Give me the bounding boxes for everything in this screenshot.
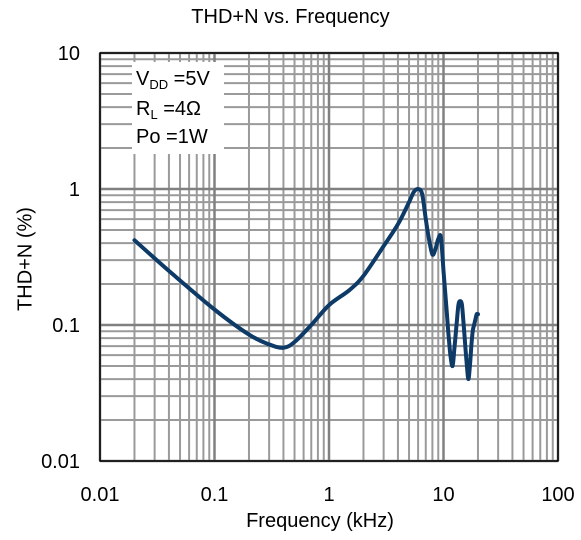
y-tick-label: 1 [69, 179, 80, 201]
conditions-legend: VDD =5V RL =4Ω Po =1W [132, 62, 224, 154]
x-tick-label: 10 [432, 484, 454, 506]
y-tick-label: 0.1 [52, 315, 80, 337]
thd-n-curve [132, 186, 480, 382]
condition-vdd: VDD =5V [136, 68, 210, 92]
tick-labels: 0.01 0.1 1 10 100 0.01 0.1 1 10 [41, 43, 575, 506]
condition-po: Po =1W [136, 126, 208, 148]
plot-frame [99, 52, 559, 462]
x-axis-label: Frequency (kHz) [246, 510, 394, 532]
x-tick-label: 100 [541, 484, 574, 506]
condition-rl: RL =4Ω [136, 98, 201, 122]
y-axis-label: THD+N (%) [14, 207, 37, 311]
x-tick-label: 0.01 [81, 484, 120, 506]
y-tick-label: 10 [58, 43, 80, 65]
chart-title: THD+N vs. Frequency [191, 6, 390, 28]
minor-grid [100, 53, 558, 461]
x-tick-label: 1 [323, 484, 334, 506]
y-tick-label: 0.01 [41, 451, 80, 473]
x-tick-label: 0.1 [201, 484, 229, 506]
